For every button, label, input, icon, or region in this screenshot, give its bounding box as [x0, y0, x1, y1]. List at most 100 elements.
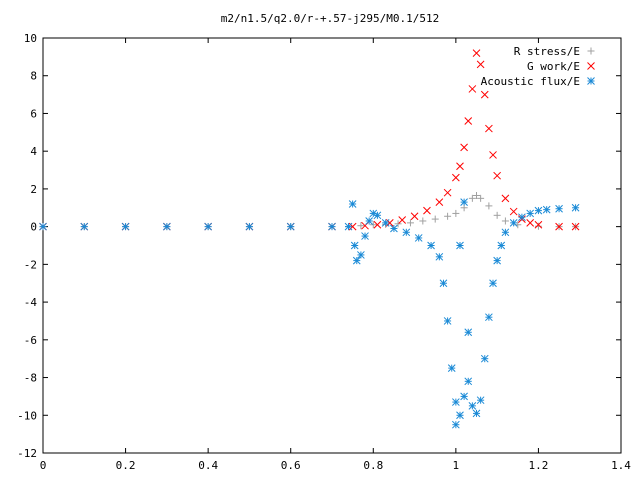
data-point: [80, 222, 89, 231]
legend-marker: [587, 47, 595, 55]
data-point: [501, 194, 510, 203]
data-point: [419, 217, 427, 225]
x-tick-label: 1: [453, 459, 460, 472]
marks-layer: [39, 49, 580, 429]
data-point: [477, 194, 485, 202]
data-point: [472, 49, 481, 57]
data-point: [406, 219, 414, 227]
data-point: [555, 222, 563, 231]
data-point: [361, 232, 369, 240]
data-point: [542, 205, 551, 214]
data-point: [456, 241, 464, 250]
data-point: [410, 212, 419, 221]
data-point: [452, 209, 460, 217]
y-tick-label: -8: [24, 372, 37, 385]
legend: R stress/E G work/E Acoustic flux/E: [481, 45, 595, 88]
data-point: [571, 222, 580, 231]
data-point: [489, 279, 497, 288]
x-tick-label: 0.2: [116, 459, 136, 472]
x-tick-label: 0.4: [198, 459, 218, 472]
data-point: [509, 207, 518, 216]
data-point: [357, 222, 365, 230]
x-tick-label: 0.8: [363, 459, 383, 472]
data-point: [476, 60, 485, 69]
data-point: [464, 328, 473, 337]
data-point: [485, 202, 493, 210]
data-point: [489, 151, 497, 159]
x-tick-label: 1.4: [611, 459, 631, 472]
data-point: [369, 221, 377, 229]
data-point: [344, 222, 353, 231]
data-point: [373, 220, 382, 229]
data-point: [534, 220, 543, 229]
data-point: [357, 251, 365, 259]
data-point: [365, 217, 374, 225]
data-point: [485, 313, 493, 322]
data-point: [480, 90, 489, 99]
y-tick-label: 8: [30, 70, 37, 83]
data-point: [493, 211, 501, 219]
ticks-layer: 0 0.2 0.4 0.6 0.8 1 1.2 1.4 -12 -10 -8 -6 -4 -2 0 2 4 6 8 1…: [17, 32, 631, 472]
data-point: [381, 219, 390, 227]
data-point: [509, 219, 518, 227]
data-point: [431, 215, 439, 223]
data-point: [414, 234, 423, 242]
data-point: [460, 392, 468, 401]
data-point: [456, 162, 464, 171]
data-point: [501, 217, 509, 225]
y-tick-label: 6: [30, 107, 37, 120]
data-point: [534, 222, 542, 230]
y-tick-label: -2: [24, 258, 37, 271]
y-tick-label: -4: [24, 296, 38, 309]
data-point: [534, 206, 543, 215]
data-point: [245, 222, 254, 231]
data-point: [468, 401, 477, 410]
data-point: [398, 216, 407, 224]
data-point: [493, 256, 501, 265]
data-point: [427, 241, 435, 250]
data-point: [452, 173, 460, 182]
legend-marker: [587, 77, 595, 85]
data-point: [373, 211, 382, 220]
series-2: [39, 198, 580, 429]
data-point: [456, 411, 464, 420]
data-point: [435, 252, 444, 261]
x-tick-label: 0: [40, 459, 47, 472]
chart-title: m2/n1.5/q2.0/r-+.57-j295/M0.1/512: [221, 12, 440, 25]
data-point: [571, 203, 580, 212]
data-point: [460, 143, 468, 152]
data-point: [163, 222, 171, 231]
data-point: [204, 222, 212, 231]
data-point: [518, 213, 526, 222]
data-point: [472, 409, 481, 418]
data-point: [526, 209, 535, 218]
y-tick-label: -12: [17, 447, 37, 460]
y-tick-label: -10: [17, 409, 37, 422]
data-point: [435, 198, 444, 206]
x-tick-label: 1.2: [528, 459, 548, 472]
y-tick-label: 0: [30, 221, 37, 234]
series-0: [39, 192, 580, 231]
data-point: [439, 279, 448, 288]
data-point: [497, 241, 506, 250]
data-point: [493, 171, 501, 180]
data-point: [423, 206, 431, 215]
plot-frame: [42, 37, 622, 454]
data-point: [328, 222, 336, 231]
data-point: [468, 194, 476, 202]
data-point: [464, 377, 473, 386]
y-tick-label: 2: [30, 183, 37, 196]
legend-label: G work/E: [527, 60, 580, 73]
data-point: [480, 354, 489, 363]
y-tick-label: 4: [30, 145, 37, 158]
data-point: [452, 398, 460, 406]
data-point: [476, 396, 485, 405]
data-point: [464, 117, 473, 125]
data-point: [286, 222, 295, 231]
y-tick-label: 10: [24, 32, 37, 45]
legend-label: R stress/E: [514, 45, 580, 58]
data-point: [350, 241, 359, 250]
data-point: [473, 192, 480, 200]
data-point: [452, 420, 460, 429]
